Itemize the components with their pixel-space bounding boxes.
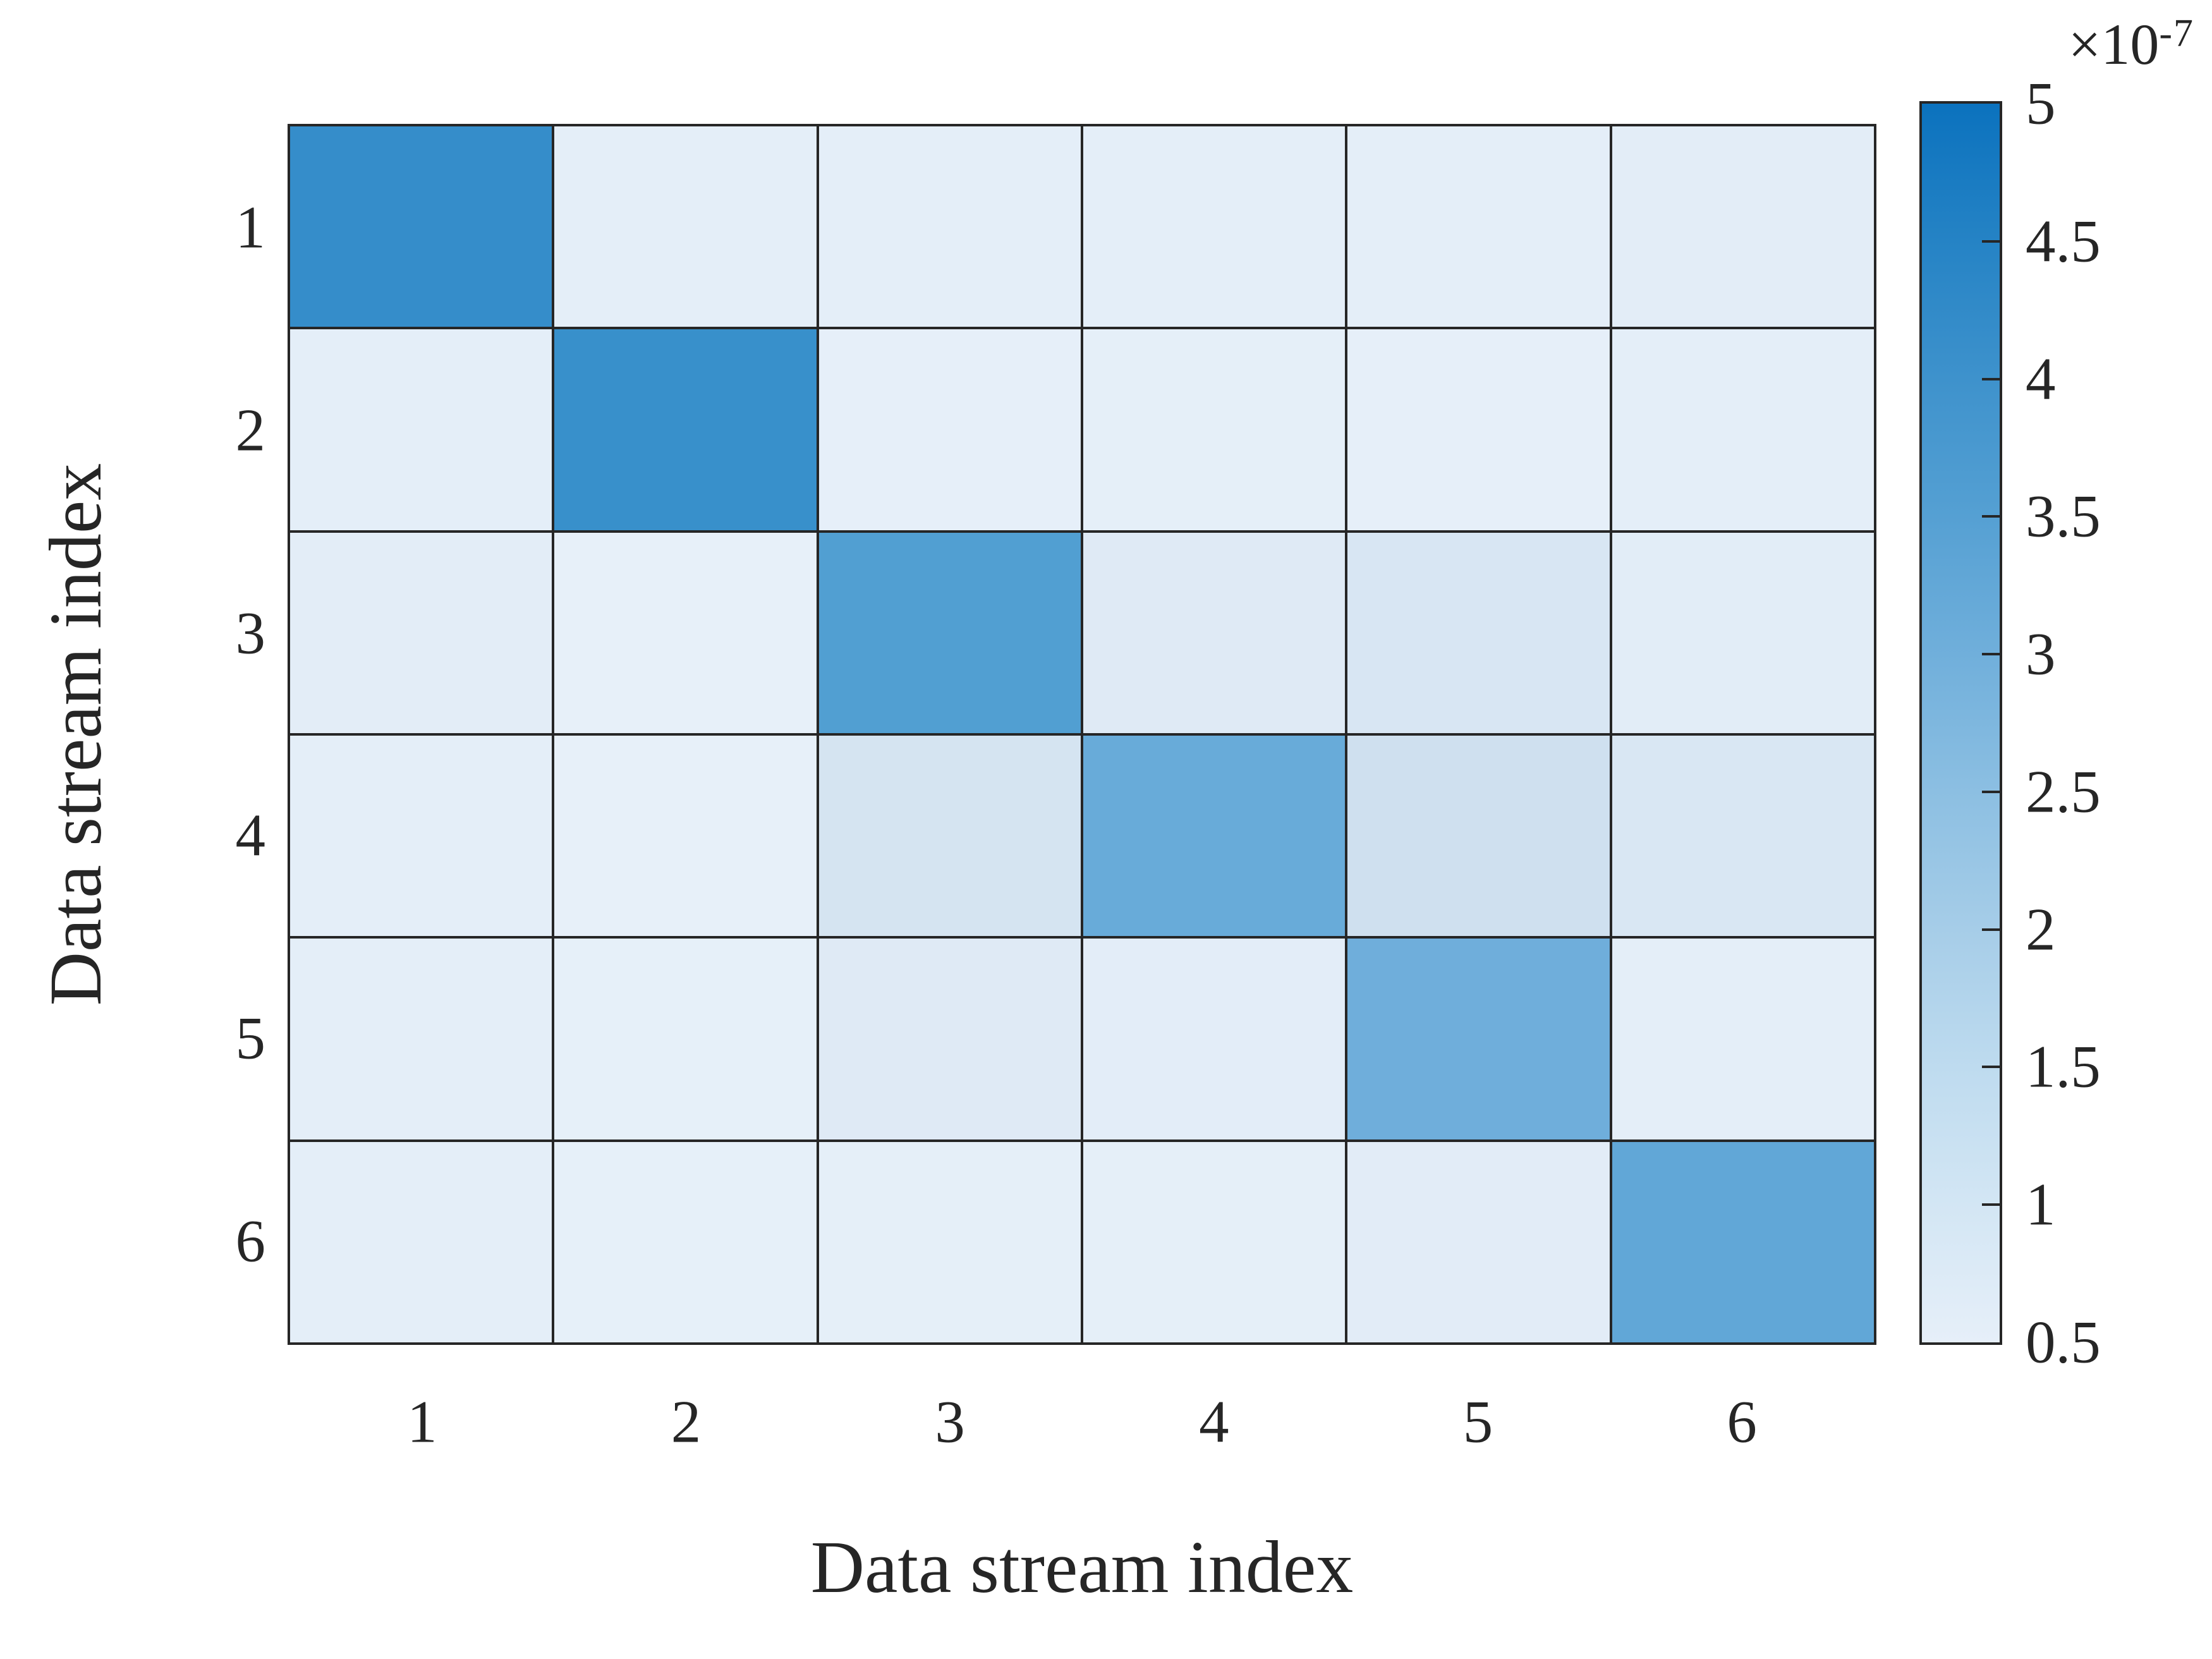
heatmap-cell-r4-c1: [290, 736, 552, 937]
heatmap-cell-r5-c4: [1083, 939, 1346, 1139]
heatmap-cell-r6-c6: [1612, 1141, 1874, 1342]
heatmap-cell-r2-c1: [290, 329, 552, 530]
colorbar-tick-mark-2: [1982, 928, 2000, 931]
colorbar-tick-mark-1: [1982, 1203, 2000, 1206]
heatmap-cell-r1-c3: [818, 126, 1081, 327]
colorbar-tick-label-3: 3: [2026, 620, 2056, 688]
colorbar-tick-label-2: 2: [2026, 896, 2056, 963]
colorbar-tick-label-4: 4: [2026, 345, 2056, 413]
heatmap-cell-r3-c1: [290, 532, 552, 733]
y-tick-2: 2: [235, 396, 266, 464]
x-axis-label: Data stream index: [810, 1526, 1354, 1608]
x-tick-5: 5: [1462, 1388, 1493, 1455]
heatmap-cell-r5-c1: [290, 939, 552, 1139]
colorbar-tick-label-4.5: 4.5: [2026, 207, 2101, 275]
y-tick-1: 1: [235, 193, 266, 261]
heatmap-cell-r6-c1: [290, 1141, 552, 1342]
colorbar-tick-mark-3: [1982, 653, 2000, 656]
y-tick-5: 5: [235, 1004, 266, 1072]
heatmap-cell-r5-c2: [554, 939, 817, 1139]
colorbar-tick-label-1.5: 1.5: [2026, 1033, 2101, 1100]
heatmap-cell-r4-c6: [1612, 736, 1874, 937]
colorbar-tick-label-1: 1: [2026, 1170, 2056, 1238]
colorbar-exponent-power: -7: [2159, 12, 2194, 55]
heatmap-cell-r4-c3: [818, 736, 1081, 937]
heatmap-cell-r3-c6: [1612, 532, 1874, 733]
x-tick-6: 6: [1727, 1388, 1757, 1455]
colorbar-tick-label-2.5: 2.5: [2026, 758, 2101, 825]
heatmap-cell-r5-c5: [1347, 939, 1610, 1139]
y-tick-3: 3: [235, 599, 266, 667]
heatmap-cell-r3-c2: [554, 532, 817, 733]
heatmap-cell-r2-c4: [1083, 329, 1346, 530]
heatmap-cell-r1-c5: [1347, 126, 1610, 327]
y-axis-label: Data stream index: [34, 463, 117, 1006]
x-tick-2: 2: [671, 1388, 702, 1455]
heatmap-cell-r6-c2: [554, 1141, 817, 1342]
x-tick-3: 3: [935, 1388, 965, 1455]
heatmap-cell-r1-c1: [290, 126, 552, 327]
heatmap-cell-r1-c2: [554, 126, 817, 327]
x-tick-1: 1: [407, 1388, 437, 1455]
heatmap-cell-r3-c3: [818, 532, 1081, 733]
colorbar-tick-mark-1.5: [1982, 1066, 2000, 1069]
colorbar-tick-label-0.5: 0.5: [2026, 1308, 2101, 1376]
heatmap-plot-area: [288, 124, 1876, 1345]
heatmap-cell-r2-c6: [1612, 329, 1874, 530]
x-tick-4: 4: [1199, 1388, 1229, 1455]
heatmap-cell-r2-c5: [1347, 329, 1610, 530]
heatmap-cell-r2-c2: [554, 329, 817, 530]
heatmap-cell-r4-c5: [1347, 736, 1610, 937]
heatmap-cell-r6-c4: [1083, 1141, 1346, 1342]
heatmap-cell-r1-c4: [1083, 126, 1346, 327]
heatmap-cell-r6-c3: [818, 1141, 1081, 1342]
heatmap-cell-r2-c3: [818, 329, 1081, 530]
colorbar-tick-label-3.5: 3.5: [2026, 482, 2101, 550]
heatmap-cell-r5-c3: [818, 939, 1081, 1139]
colorbar-tick-mark-4: [1982, 377, 2000, 380]
heatmap-cell-r1-c6: [1612, 126, 1874, 327]
colorbar-tick-label-5: 5: [2026, 70, 2056, 137]
colorbar-tick-mark-3.5: [1982, 515, 2000, 518]
colorbar-tick-mark-4.5: [1982, 240, 2000, 243]
heatmap-cell-r5-c6: [1612, 939, 1874, 1139]
colorbar-tick-mark-2.5: [1982, 790, 2000, 793]
colorbar: [1919, 101, 2002, 1345]
colorbar-exponent-base: ×10: [2068, 12, 2160, 76]
heatmap-cell-r3-c4: [1083, 532, 1346, 733]
y-tick-4: 4: [235, 801, 266, 869]
heatmap-cell-r4-c4: [1083, 736, 1346, 937]
colorbar-exponent-label: ×10-7: [2068, 14, 2194, 73]
heatmap-cell-r6-c5: [1347, 1141, 1610, 1342]
y-tick-6: 6: [235, 1207, 266, 1275]
heatmap-cell-r3-c5: [1347, 532, 1610, 733]
heatmap-cell-r4-c2: [554, 736, 817, 937]
